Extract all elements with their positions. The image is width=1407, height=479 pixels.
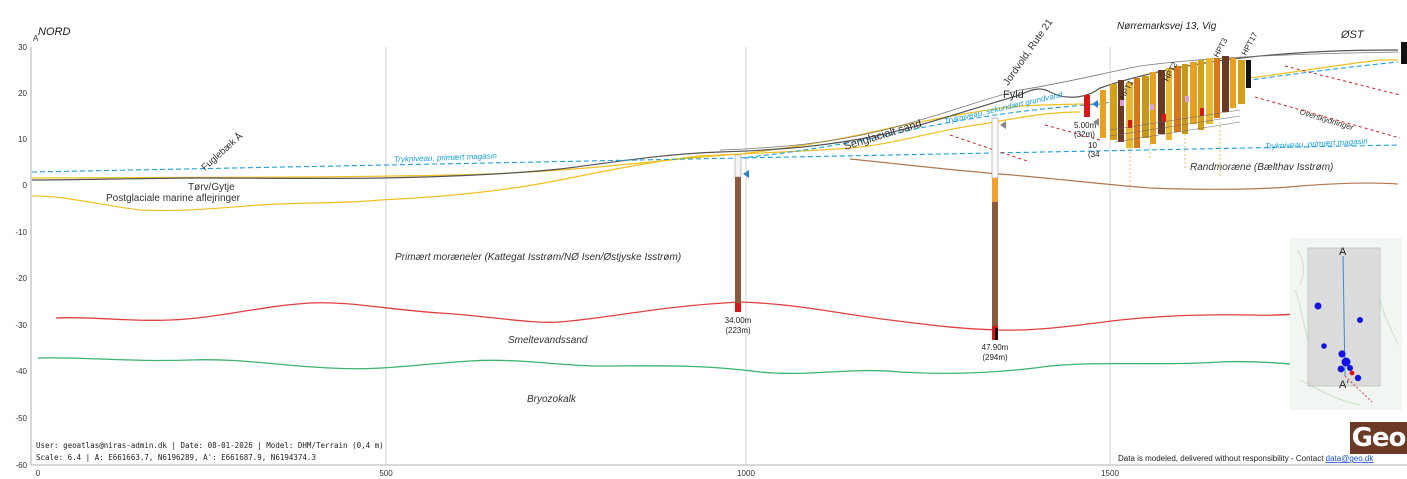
yellow-east-line: [1249, 59, 1398, 79]
unit-label-torv: Tørv/Gytje: [188, 182, 235, 193]
y-tick: -20: [15, 274, 27, 283]
borehole-depth-label: 34.00m: [725, 316, 752, 325]
x-tick: 0: [36, 469, 41, 478]
unit-label-smeltevand: Smeltevandssand: [508, 335, 588, 346]
east-direction-label: ØST: [1340, 29, 1365, 41]
y-tick: -30: [15, 321, 27, 330]
y-axis-label: A: [33, 34, 39, 43]
footer-info-line1: User: geoatlas@niras-admin.dk | Date: 08…: [36, 441, 384, 450]
overskydninger-lines: [949, 65, 1401, 163]
cluster-id-label: (32m): [1074, 130, 1095, 139]
y-tick: 30: [18, 43, 27, 52]
postglacial-base-line: [31, 111, 1081, 212]
x-tick: 1000: [737, 469, 755, 478]
hpt-label: HPT3: [1212, 36, 1230, 59]
bryozokalk-surface-line: [37, 357, 1301, 375]
inset-label-a-prime: A': [1339, 379, 1348, 391]
unit-label-bryozo: Bryozokalk: [527, 394, 577, 405]
overskydninger-label: Overskydninger: [1298, 107, 1355, 132]
trykniveau-primary-east-label: Trykniveau, primært magasin: [1265, 137, 1369, 151]
disclaimer-text: Data is modeled, delivered without respo…: [1118, 454, 1374, 463]
x-axis: 0 500 1000 1500: [36, 469, 1120, 478]
y-axis: A 30 20 10 0 -10 -20 -30 -40 -50 -60: [15, 34, 39, 470]
yellow-top-line: [31, 103, 1101, 179]
borehole-depth-label: 47.90m: [982, 343, 1009, 352]
address-label: Nørremarksvej 13, Vig: [1117, 21, 1217, 32]
randmoraene-base-line: [849, 158, 1399, 190]
borehole-223[interactable]: 34.00m (223m): [725, 154, 752, 335]
unit-label-moraene: Primært moræneler (Kattegat Isstrøm/NØ I…: [395, 252, 681, 263]
footer-info-line2: Scale: 6.4 | A: E661663.7, N6196289, A':…: [36, 453, 316, 462]
cluster-depth-label: 5.00m: [1074, 121, 1097, 130]
terrain-line: [31, 49, 1399, 181]
terrain-line-upper: [719, 51, 1399, 151]
inset-label-a: A: [1339, 246, 1347, 258]
unit-label-randmoraene: Randmoræne (Bælthav Isstrøm): [1190, 162, 1333, 173]
borehole-id-label: (294m): [982, 353, 1008, 362]
geo-logo: Geo: [1350, 422, 1407, 454]
inset-location-map[interactable]: A A': [1290, 238, 1402, 410]
borehole-id-label: (223m): [725, 326, 751, 335]
hpt-borehole-cluster[interactable]: 5.00m (32m) 10 (34: [1074, 56, 1251, 190]
trykniveau-primary-west-label: Trykniveau, primært magasin: [394, 151, 498, 164]
y-tick: 20: [18, 89, 27, 98]
y-tick: -40: [15, 367, 27, 376]
x-tick: 500: [379, 469, 393, 478]
smeltevandssand-surface-line: [55, 301, 1306, 331]
y-tick: 0: [23, 181, 28, 190]
contact-email-link[interactable]: data@geo.dk: [1326, 454, 1375, 463]
unit-label-fyld: Fyld: [1003, 89, 1024, 101]
y-tick: -50: [15, 414, 27, 423]
cluster-id-label: (34: [1088, 150, 1100, 159]
y-tick: 10: [18, 135, 27, 144]
fuglebaek-label: Fuglebæk Å: [200, 130, 246, 173]
y-tick: -10: [15, 228, 27, 237]
trykniveau-primary-line: [31, 144, 1399, 173]
unit-label-postglacial: Postglaciale marine aflejringer: [106, 193, 241, 204]
y-tick: -60: [15, 461, 27, 470]
jordvold-label: Jordvold, Rute 21: [1001, 17, 1055, 88]
west-direction-label: NORD: [38, 26, 70, 38]
hpt-label: HPT17: [1240, 30, 1260, 57]
borehole-294[interactable]: 47.90m (294m): [982, 117, 1009, 362]
x-tick: 1500: [1101, 469, 1119, 478]
cluster-depth-label: 10: [1088, 141, 1097, 150]
east-end-marker: [1401, 42, 1407, 64]
trykniveau-secondary-line: [739, 61, 1399, 159]
